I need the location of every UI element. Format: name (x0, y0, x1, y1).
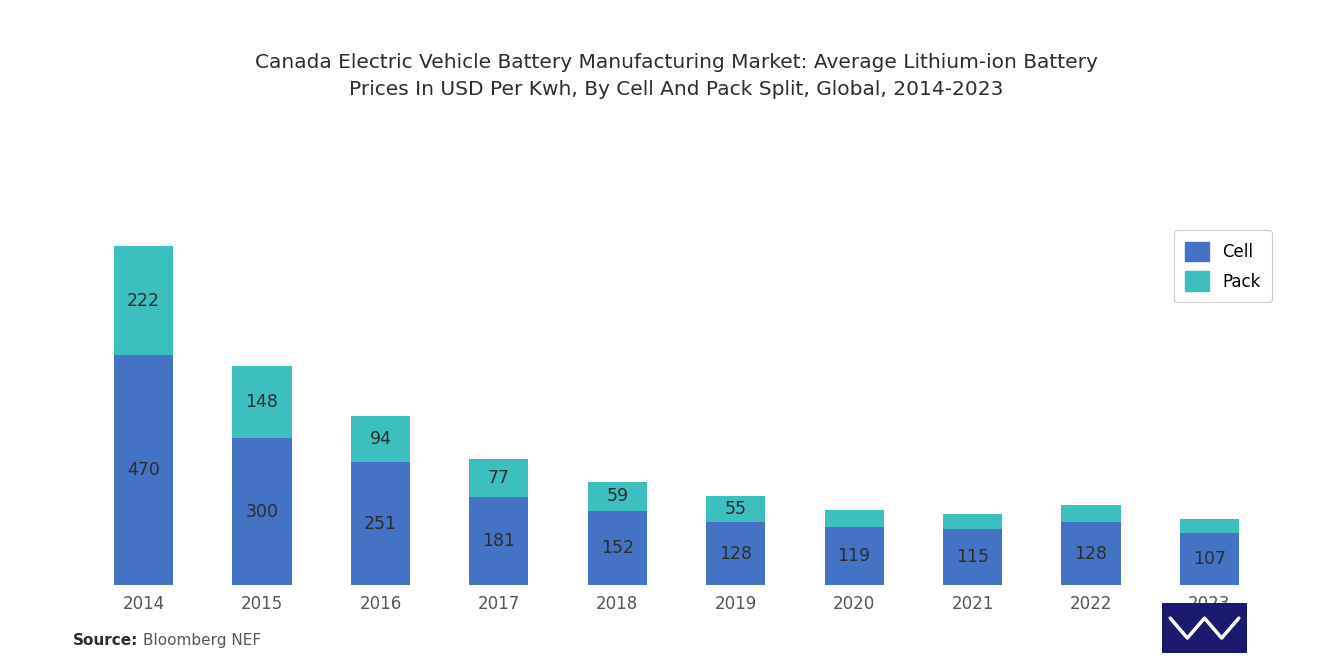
Text: 55: 55 (725, 500, 747, 518)
Bar (1061, 523, 1121, 585)
Text: 470: 470 (127, 461, 160, 479)
Text: 181: 181 (482, 532, 515, 550)
Bar (825, 527, 883, 585)
Bar (825, 510, 883, 527)
Title: Canada Electric Vehicle Battery Manufacturing Market: Average Lithium-ion Batter: Canada Electric Vehicle Battery Manufact… (255, 53, 1098, 98)
Text: 77: 77 (488, 469, 510, 487)
Text: 128: 128 (1074, 545, 1107, 563)
Text: Source:: Source: (73, 633, 139, 648)
Text: 59: 59 (606, 487, 628, 505)
Bar (587, 482, 647, 511)
Text: 119: 119 (838, 547, 871, 565)
Bar (232, 438, 292, 585)
Legend: Cell, Pack: Cell, Pack (1173, 231, 1272, 303)
Bar (587, 511, 647, 585)
Bar (1061, 505, 1121, 523)
Text: 148: 148 (246, 393, 279, 411)
Bar (706, 495, 766, 523)
Bar (706, 523, 766, 585)
Bar (1180, 519, 1239, 533)
Bar (351, 416, 411, 462)
Text: 94: 94 (370, 430, 392, 448)
Bar (1180, 533, 1239, 585)
Text: 115: 115 (956, 548, 989, 566)
Bar (114, 355, 173, 585)
Text: 128: 128 (719, 545, 752, 563)
Bar (470, 459, 528, 497)
Text: 251: 251 (364, 515, 397, 533)
Text: Bloomberg NEF: Bloomberg NEF (143, 633, 260, 648)
Bar (232, 366, 292, 438)
Bar (942, 514, 1002, 529)
Text: 152: 152 (601, 539, 634, 557)
Bar (351, 462, 411, 585)
Text: 107: 107 (1193, 550, 1226, 568)
Text: 300: 300 (246, 503, 279, 521)
Text: 222: 222 (127, 291, 160, 309)
Bar (114, 246, 173, 355)
Bar (942, 529, 1002, 585)
Bar (470, 497, 528, 585)
